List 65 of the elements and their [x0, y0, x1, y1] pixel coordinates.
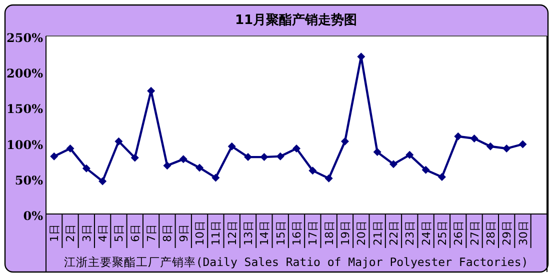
y-tick-label: 100%	[6, 138, 44, 152]
x-tick-label: 3日	[80, 224, 94, 242]
point	[66, 144, 74, 152]
x-tick-label: 26日	[452, 220, 466, 246]
point	[389, 160, 398, 168]
point	[228, 142, 236, 150]
x-tick-label: 7日	[145, 224, 158, 242]
point	[518, 140, 527, 148]
point	[470, 134, 478, 143]
point	[98, 177, 107, 186]
y-tick-label: 250%	[6, 31, 44, 45]
y-tick-label: 200%	[6, 66, 44, 81]
point	[438, 172, 446, 181]
x-tick-label: 10日	[194, 220, 207, 246]
x-tick-label: 4日	[96, 224, 110, 242]
x-tick-label: 28日	[484, 220, 498, 246]
point	[163, 162, 172, 170]
point	[486, 142, 494, 150]
x-tick-label: 17日	[306, 220, 320, 246]
point	[260, 153, 268, 162]
point	[324, 174, 333, 182]
x-tick-label: 12日	[226, 220, 239, 246]
point	[82, 164, 90, 172]
x-tick-label: 23日	[404, 220, 417, 246]
point	[454, 132, 462, 140]
x-tick-label: 13日	[242, 220, 256, 246]
x-tick-label: 18日	[322, 220, 336, 246]
point	[130, 154, 139, 162]
x-tick-label: 1日	[48, 224, 62, 242]
point	[212, 174, 220, 182]
x-tick-label: 29日	[500, 220, 514, 246]
title: 11月聚酯产销走势图	[234, 13, 358, 28]
y-tick-label: 0%	[23, 209, 44, 223]
x-tick-label: 8日	[161, 224, 174, 242]
point	[406, 150, 414, 159]
x-tick-label: 19日	[338, 220, 352, 246]
y-tick-label: 150%	[6, 102, 44, 116]
point	[50, 152, 58, 160]
x-tick-label: 16日	[290, 220, 304, 246]
x-tick-label: 25日	[436, 220, 449, 246]
point	[373, 148, 382, 156]
point	[422, 166, 430, 174]
x-tick-label: 27日	[468, 220, 482, 246]
point	[276, 152, 284, 160]
point	[114, 137, 123, 146]
point	[292, 144, 300, 152]
x-tick-label: 11日	[210, 220, 223, 246]
x-tick-label: 9日	[177, 224, 190, 242]
x-tick-label: 2日	[64, 224, 78, 242]
x-tick-label: 30日	[516, 220, 530, 246]
x-tick-label: 15日	[274, 220, 288, 246]
x-tick-label: 22日	[387, 220, 400, 246]
point	[308, 166, 317, 175]
point	[179, 155, 188, 164]
x-tick-label: 24日	[420, 220, 433, 246]
point	[340, 137, 349, 146]
point	[196, 164, 204, 172]
x-tick-label: 20日	[355, 220, 368, 246]
x-tick-label: 6日	[128, 224, 142, 242]
x-axis-title: 江浙主要聚酯工厂产销率(Daily Sales Ratio of Major Polyester Factories)	[64, 255, 528, 269]
y-tick-label: 50%	[14, 173, 44, 188]
point	[502, 144, 511, 152]
x-tick-label: 5日	[112, 224, 126, 242]
x-tick-label: 21日	[371, 220, 384, 246]
x-tick-label: 14日	[258, 220, 272, 246]
